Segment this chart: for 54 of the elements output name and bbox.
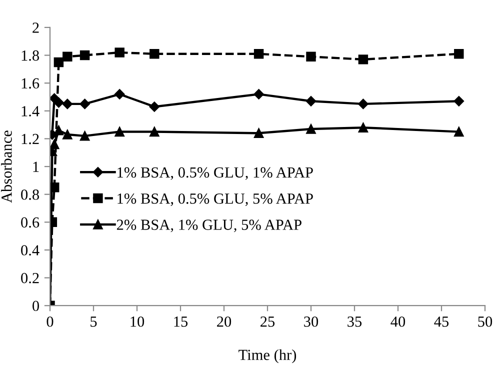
point [54,126,64,136]
x-tick-label: 40 [390,316,406,327]
legend-label: 1% BSA, 0.5% GLU, 1% APAP [118,167,313,180]
y-tick-label: 0 [32,300,39,312]
x-tick-label: 50 [478,316,492,327]
point [62,98,73,110]
x-tick-label: 45 [434,316,449,327]
x-tick-label: 25 [260,316,275,327]
legend-label: 2% BSA, 1% GLU, 5% APAP [116,220,302,232]
point [306,124,316,134]
x-axis-title: Time (hr) [238,349,296,364]
point [114,126,124,137]
y-tick-label: 1.6 [22,78,40,89]
point [306,96,316,106]
x-tick-label: 15 [174,316,188,327]
y-tick-label: 0.2 [21,272,39,284]
point [454,126,464,137]
point [454,96,464,106]
point [306,52,316,62]
y-tick-label: 1.4 [22,106,40,116]
y-axis-title: Absorbance [1,130,12,203]
x-tick-label: 35 [348,316,362,327]
point [114,89,125,100]
point [254,89,264,100]
point [114,48,124,58]
point [254,128,264,138]
point [358,98,368,110]
y-tick-label: 0.4 [21,245,40,256]
point [54,57,64,68]
y-tick-label: 0.8 [21,189,39,200]
point [62,52,72,62]
point [254,49,264,59]
x-tick-label: 0 [46,316,54,327]
y-tick-label: 2 [32,22,39,33]
y-tick-label: 1.8 [22,50,39,61]
point [150,126,160,137]
y-tick-label: 1 [33,162,39,172]
y-tick-label: 0.6 [21,217,40,228]
x-tick-label: 5 [90,316,97,327]
point [50,139,60,150]
x-tick-label: 30 [304,316,318,327]
legend-label: 1% BSA, 0.5% GLU, 5% APAP [118,193,313,206]
point [62,130,72,140]
point [80,50,90,60]
point [80,131,90,141]
point [358,122,368,132]
point [358,54,368,64]
x-tick-label: 20 [217,316,232,327]
point [80,98,90,110]
point [454,49,464,59]
point [149,102,160,112]
y-tick-label: 1.2 [22,134,39,144]
x-tick-label: 10 [130,316,144,327]
point [150,49,160,59]
